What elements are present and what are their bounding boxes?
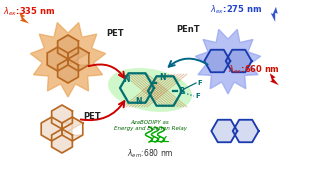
- Polygon shape: [233, 120, 259, 142]
- Text: N: N: [160, 74, 166, 83]
- Text: F: F: [195, 93, 200, 99]
- Text: $\lambda_{ex}$:275 nm: $\lambda_{ex}$:275 nm: [210, 3, 262, 15]
- Text: PET: PET: [83, 112, 101, 121]
- Text: N: N: [124, 74, 130, 84]
- Text: $\lambda_{ex}$:660 nm: $\lambda_{ex}$:660 nm: [228, 63, 280, 75]
- Text: PEnT: PEnT: [176, 25, 200, 34]
- Polygon shape: [271, 7, 278, 22]
- Text: $\lambda_{ex}$:335 nm: $\lambda_{ex}$:335 nm: [3, 6, 55, 19]
- Polygon shape: [47, 35, 89, 83]
- Polygon shape: [205, 50, 230, 72]
- Polygon shape: [270, 73, 279, 85]
- Text: PET: PET: [106, 29, 124, 38]
- Polygon shape: [19, 12, 29, 24]
- Polygon shape: [30, 22, 106, 97]
- Polygon shape: [195, 29, 261, 94]
- Text: AzaBODIPY as
Energy and Electron Relay: AzaBODIPY as Energy and Electron Relay: [113, 120, 187, 131]
- Text: N: N: [135, 98, 141, 106]
- Polygon shape: [211, 120, 237, 142]
- Polygon shape: [42, 105, 82, 153]
- Ellipse shape: [108, 68, 192, 112]
- Text: $\lambda_{em}$:680 nm: $\lambda_{em}$:680 nm: [126, 147, 173, 160]
- Polygon shape: [226, 50, 251, 72]
- Text: B: B: [178, 87, 184, 95]
- Text: F: F: [197, 80, 202, 86]
